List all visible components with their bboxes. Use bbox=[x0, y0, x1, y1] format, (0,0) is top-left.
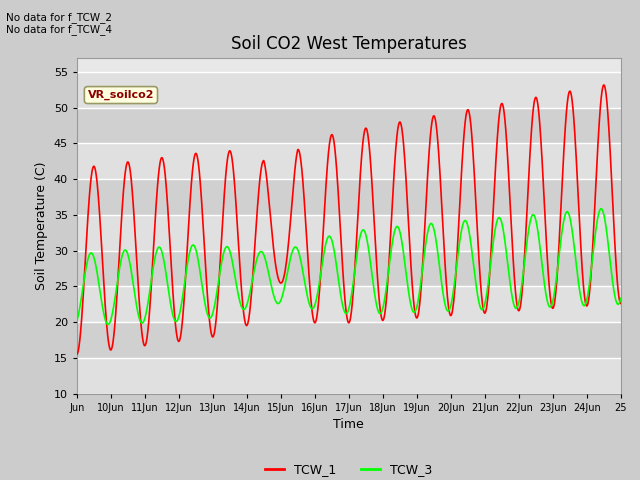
Bar bbox=[77, 287, 621, 322]
Line: TCW_3: TCW_3 bbox=[77, 209, 621, 324]
TCW_1 bbox=[73, 351, 81, 357]
Bar bbox=[77, 358, 621, 394]
TCW_1 bbox=[323, 169, 331, 175]
TCW_3 bbox=[73, 318, 81, 324]
TCW_1 bbox=[617, 300, 625, 306]
TCW_1 bbox=[501, 120, 509, 125]
TCW_3 bbox=[100, 314, 108, 320]
TCW_1 bbox=[337, 243, 345, 249]
Line: TCW_1: TCW_1 bbox=[77, 85, 621, 354]
TCW_3 bbox=[338, 297, 346, 303]
Title: Soil CO2 West Temperatures: Soil CO2 West Temperatures bbox=[231, 35, 467, 53]
TCW_3 bbox=[617, 295, 625, 301]
TCW_3 bbox=[602, 219, 609, 225]
TCW_3 bbox=[597, 206, 605, 212]
Bar bbox=[77, 72, 621, 108]
X-axis label: Time: Time bbox=[333, 418, 364, 431]
TCW_1 bbox=[601, 84, 609, 90]
Legend: TCW_1, TCW_3: TCW_1, TCW_3 bbox=[260, 458, 437, 480]
Bar bbox=[77, 179, 621, 215]
TCW_1 bbox=[602, 86, 609, 92]
TCW_1 bbox=[600, 82, 608, 88]
Bar bbox=[77, 108, 621, 144]
TCW_1 bbox=[100, 293, 108, 299]
Text: No data for f_TCW_2: No data for f_TCW_2 bbox=[6, 12, 113, 23]
Y-axis label: Soil Temperature (C): Soil Temperature (C) bbox=[35, 161, 48, 290]
Bar bbox=[77, 251, 621, 287]
TCW_3 bbox=[602, 221, 609, 227]
TCW_3 bbox=[323, 236, 331, 242]
TCW_3 bbox=[104, 322, 112, 327]
Text: VR_soilco2: VR_soilco2 bbox=[88, 90, 154, 100]
Bar bbox=[77, 322, 621, 358]
Text: No data for f_TCW_4: No data for f_TCW_4 bbox=[6, 24, 113, 35]
Bar bbox=[77, 144, 621, 179]
Bar bbox=[77, 215, 621, 251]
TCW_3 bbox=[502, 242, 509, 248]
